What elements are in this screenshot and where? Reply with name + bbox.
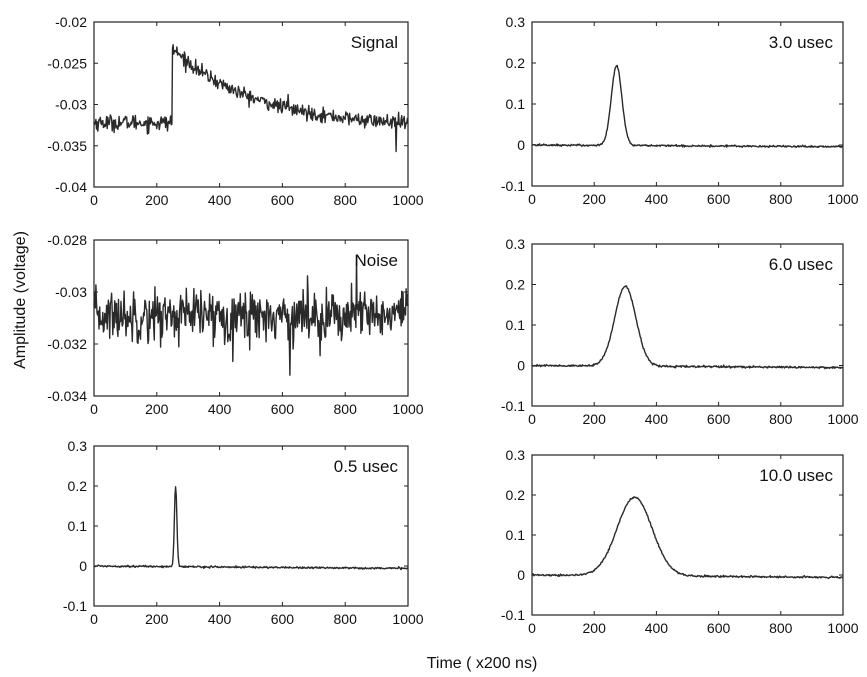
x-tick-label: 200 (583, 620, 607, 636)
x-tick-label: 800 (769, 191, 793, 207)
x-tick-label: 200 (583, 191, 607, 207)
series-line (93, 486, 409, 571)
x-tick-label: 400 (208, 611, 232, 627)
y-tick-label: -0.032 (47, 336, 87, 352)
x-tick-label: 1000 (827, 620, 858, 636)
x-tick-label: 600 (271, 611, 295, 627)
y-tick-label: -0.03 (55, 97, 87, 113)
x-tick-label: 1000 (827, 411, 858, 427)
y-tick-label: -0.1 (501, 178, 525, 194)
plot-frame (93, 21, 409, 188)
plot-frame (93, 445, 409, 607)
panel-label: 6.0 usec (769, 255, 834, 274)
y-tick-label: 0.2 (68, 478, 88, 494)
panel-left-2: 0 200 400 600 800 1000 -0.028 -0.03 -0.032 -0.034… (47, 232, 423, 417)
x-tick-label: 400 (645, 191, 669, 207)
x-tick-label: 0 (90, 192, 98, 208)
series-line (531, 285, 844, 370)
x-tick-label: 0 (528, 620, 536, 636)
y-tick-label: -0.02 (55, 14, 87, 30)
y-tick-label: 0.3 (506, 447, 526, 463)
y-tick-label: 0 (517, 358, 525, 374)
x-tick-label: 800 (334, 611, 358, 627)
y-tick-label: -0.025 (47, 55, 87, 71)
y-tick-label: 0.1 (68, 518, 88, 534)
x-tick-label: 400 (645, 411, 669, 427)
x-tick-label: 200 (145, 401, 169, 417)
x-tick-label: 600 (271, 192, 295, 208)
series-line (531, 496, 844, 580)
x-tick-label: 200 (145, 611, 169, 627)
y-tick-label: -0.1 (501, 398, 525, 414)
series-line (93, 44, 409, 153)
x-tick-label: 600 (707, 620, 731, 636)
y-axis-title: Amplitude (voltage) (12, 231, 29, 369)
x-tick-label: 800 (769, 411, 793, 427)
x-tick-label: 400 (645, 620, 669, 636)
y-tick-label: 0 (517, 567, 525, 583)
y-tick-label: -0.035 (47, 138, 87, 154)
x-tick-label: 1000 (392, 192, 423, 208)
x-tick-label: 0 (528, 411, 536, 427)
y-tick-label: -0.034 (47, 388, 87, 404)
y-tick-label: -0.1 (501, 607, 525, 623)
x-tick-label: 800 (769, 620, 793, 636)
x-tick-label: 200 (583, 411, 607, 427)
y-tick-label: -0.04 (55, 179, 87, 195)
y-tick-label: 0 (79, 558, 87, 574)
x-tick-label: 0 (90, 611, 98, 627)
y-tick-label: -0.1 (63, 598, 87, 614)
panel-left-1: 0 200 400 600 800 1000 -0.02 -0.025 -0.03 -0.035 -… (47, 14, 423, 208)
panels: 0 200 400 600 800 1000 -0.02 -0.025 -0.03 -0.035 -… (47, 14, 858, 636)
y-tick-label: 0.1 (506, 317, 526, 333)
x-tick-label: 200 (145, 192, 169, 208)
panel-label: Noise (355, 251, 398, 270)
x-tick-label: 1000 (392, 401, 423, 417)
x-tick-label: 600 (707, 411, 731, 427)
series-line (531, 64, 844, 149)
x-tick-label: 1000 (827, 191, 858, 207)
y-tick-label: 0.3 (506, 14, 526, 30)
x-tick-label: 400 (208, 192, 232, 208)
y-tick-label: -0.028 (47, 232, 87, 248)
y-tick-label: 0 (517, 137, 525, 153)
x-tick-label: 0 (90, 401, 98, 417)
x-tick-label: 1000 (392, 611, 423, 627)
x-tick-label: 400 (208, 401, 232, 417)
panel-label: Signal (351, 33, 398, 52)
x-tick-label: 600 (271, 401, 295, 417)
x-tick-label: 800 (334, 192, 358, 208)
plot-frame (531, 243, 844, 407)
y-tick-label: -0.03 (55, 284, 87, 300)
y-tick-label: 0.1 (506, 96, 526, 112)
x-axis-title: Time ( x200 ns) (427, 655, 538, 672)
x-tick-label: 0 (528, 191, 536, 207)
y-tick-label: 0.1 (506, 527, 526, 543)
y-tick-label: 0.3 (68, 438, 88, 454)
x-tick-label: 800 (334, 401, 358, 417)
panel-label: 3.0 usec (769, 33, 834, 52)
y-tick-label: 0.3 (506, 236, 526, 252)
panel-label: 0.5 usec (334, 457, 399, 476)
y-tick-label: 0.2 (506, 277, 526, 293)
y-tick-label: 0.2 (506, 55, 526, 71)
series-line (93, 254, 409, 376)
y-tick-label: 0.2 (506, 487, 526, 503)
x-tick-label: 600 (707, 191, 731, 207)
panel-label: 10.0 usec (759, 466, 833, 485)
